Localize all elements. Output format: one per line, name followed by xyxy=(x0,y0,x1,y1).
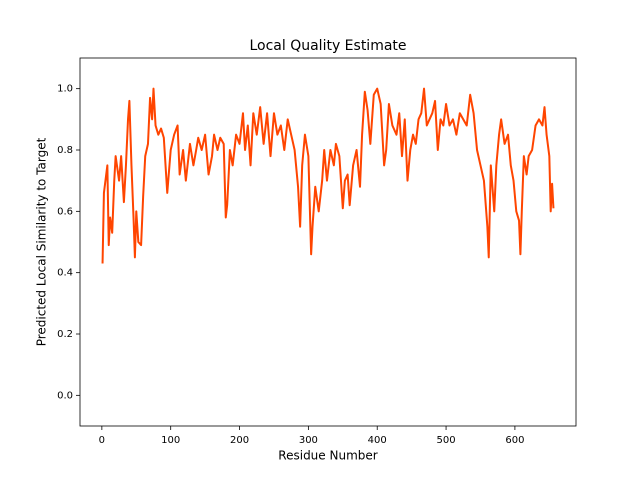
y-tick-label: 0.0 xyxy=(57,390,73,401)
data-line xyxy=(101,87,555,264)
y-axis-label: Predicted Local Similarity to Target xyxy=(35,137,49,346)
x-tick-label: 300 xyxy=(299,435,318,446)
y-tick-label: 1.0 xyxy=(57,84,73,95)
chart-title: Local Quality Estimate xyxy=(249,38,406,54)
x-tick-label: 0 xyxy=(99,435,105,446)
x-axis-label: Residue Number xyxy=(278,449,377,463)
x-tick-label: 100 xyxy=(161,435,180,446)
y-tick-label: 0.2 xyxy=(57,329,73,340)
x-tick-label: 400 xyxy=(368,435,387,446)
y-tick-label: 0.4 xyxy=(57,268,73,279)
y-tick-label: 0.6 xyxy=(57,206,73,217)
y-tick-label: 0.8 xyxy=(57,145,73,156)
x-tick-label: 600 xyxy=(505,435,524,446)
plot-frame xyxy=(79,57,577,427)
x-tick-label: 500 xyxy=(437,435,456,446)
x-tick-label: 200 xyxy=(230,435,249,446)
